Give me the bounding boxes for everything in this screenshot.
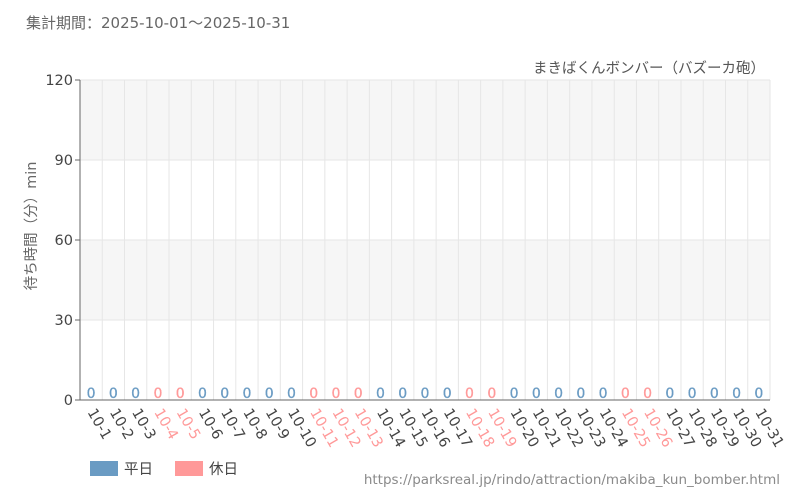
data-label: 0: [87, 386, 96, 402]
grid-bands: [80, 80, 770, 400]
data-label: 0: [510, 386, 519, 402]
period-label: 集計期間：2025-10-01～2025-10-31: [26, 14, 291, 32]
x-tick-labels: 10-110-210-310-410-510-610-710-810-910-1…: [84, 406, 787, 450]
data-label: 0: [220, 386, 229, 402]
legend-item-holiday: 休日: [175, 458, 238, 479]
y-tick-label: 120: [45, 73, 73, 89]
data-label: 0: [554, 386, 563, 402]
data-label: 0: [354, 386, 363, 402]
data-label: 0: [688, 386, 697, 402]
legend-label-holiday: 休日: [209, 462, 238, 478]
data-label: 0: [665, 386, 674, 402]
grid-band: [80, 160, 770, 240]
data-label: 0: [754, 386, 763, 402]
axes: [75, 79, 770, 401]
y-tick-label: 30: [55, 313, 73, 329]
data-label: 0: [643, 386, 652, 402]
data-label: 0: [198, 386, 207, 402]
data-label: 0: [465, 386, 474, 402]
grid-band: [80, 240, 770, 320]
data-label: 0: [131, 386, 140, 402]
data-label: 0: [376, 386, 385, 402]
data-label: 0: [599, 386, 608, 402]
data-label: 0: [309, 386, 318, 402]
y-tick-label: 0: [64, 393, 73, 409]
data-label: 0: [265, 386, 274, 402]
data-label: 0: [487, 386, 496, 402]
data-label: 0: [109, 386, 118, 402]
data-label: 0: [621, 386, 630, 402]
data-label: 0: [421, 386, 430, 402]
data-label: 0: [710, 386, 719, 402]
data-label: 0: [398, 386, 407, 402]
legend-label-weekday: 平日: [124, 462, 153, 478]
data-label: 0: [532, 386, 541, 402]
legend-item-weekday: 平日: [90, 458, 153, 479]
data-label: 0: [242, 386, 251, 402]
data-label: 0: [176, 386, 185, 402]
y-axis-title: 待ち時間（分）min: [23, 162, 40, 291]
source-url[interactable]: https://parksreal.jp/rindo/attraction/ma…: [363, 472, 780, 488]
data-label: 0: [332, 386, 341, 402]
data-label: 0: [287, 386, 296, 402]
chart-title: まきばくんボンバー（バズーカ砲）: [533, 60, 765, 77]
data-label: 0: [576, 386, 585, 402]
data-label: 0: [732, 386, 741, 402]
grid-band: [80, 80, 770, 160]
grid-band: [80, 320, 770, 400]
y-tick-label: 90: [55, 153, 73, 169]
legend-swatch-holiday: [175, 461, 203, 476]
data-label: 0: [443, 386, 452, 402]
legend-swatch-weekday: [90, 461, 118, 476]
y-tick-labels: 0 30 60 90 120: [45, 73, 73, 409]
data-label: 0: [153, 386, 162, 402]
y-tick-label: 60: [55, 233, 73, 249]
